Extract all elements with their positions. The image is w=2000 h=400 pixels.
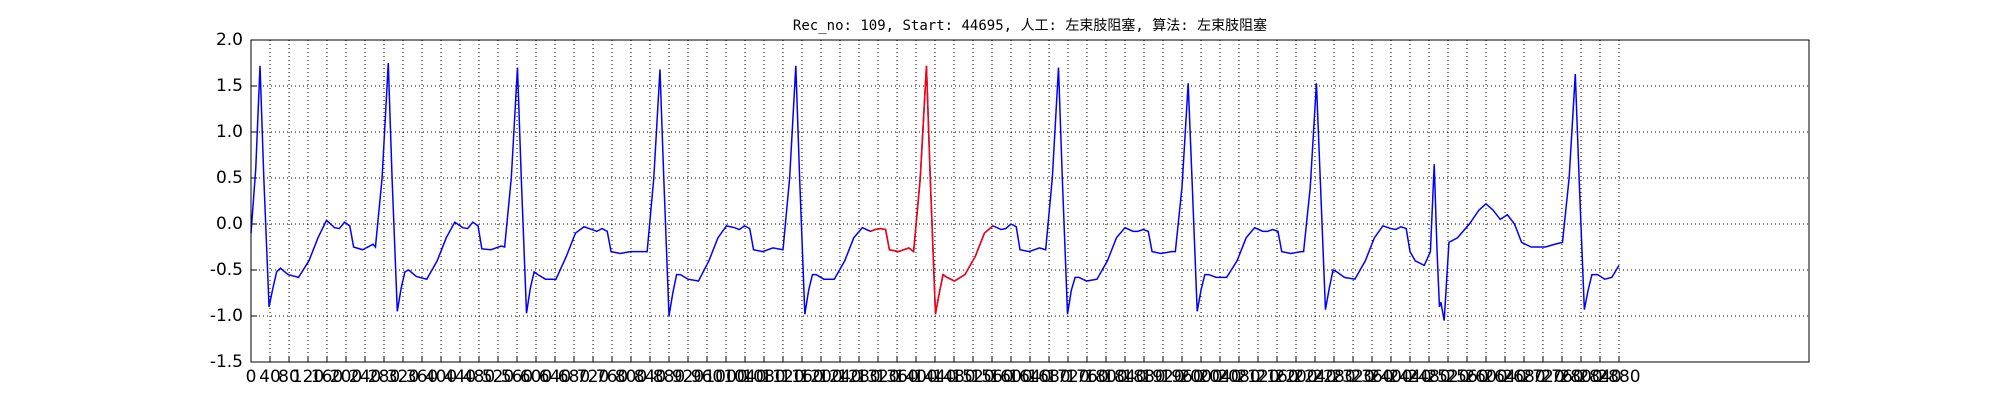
x-tick-label: 1800 — [1084, 367, 1127, 387]
x-tick-label: 1400 — [894, 367, 937, 387]
x-tick-label: 600 — [520, 367, 552, 387]
x-tick-label: 1880 — [1122, 367, 1165, 387]
x-tick-label: 2840 — [1578, 367, 1621, 387]
x-tick-label: 2080 — [1217, 367, 1260, 387]
x-tick-label: 800 — [615, 367, 647, 387]
x-tick-label: 2800 — [1559, 367, 1602, 387]
plot-frame — [250, 39, 1810, 363]
x-tick-label: 1200 — [799, 367, 842, 387]
y-tick-label: 0.0 — [216, 214, 243, 234]
y-tick-label: 1.5 — [216, 76, 243, 96]
x-tick-label: 2400 — [1369, 367, 1412, 387]
y-tick-label: 0.5 — [216, 168, 243, 188]
x-tick-label: 1120 — [761, 367, 804, 387]
x-tick-label: 2640 — [1483, 367, 1526, 387]
x-tick-label: 1920 — [1141, 367, 1184, 387]
x-tick-label: 1760 — [1065, 367, 1108, 387]
x-tick-label: 320 — [387, 367, 419, 387]
y-tick-label: -1.0 — [210, 306, 243, 326]
x-tick-label: 40 — [259, 367, 281, 387]
x-tick-label: 920 — [672, 367, 704, 387]
x-tick-label: 2680 — [1502, 367, 1545, 387]
chart-title: Rec_no: 109, Start: 44695, 人工: 左束肢阻塞, 算法… — [793, 17, 1267, 34]
y-tick-label: 2.0 — [216, 30, 243, 50]
x-tick-label: 2440 — [1388, 367, 1431, 387]
x-tick-label: 120 — [292, 367, 324, 387]
x-tick-label: 2040 — [1198, 367, 1241, 387]
ecg-line — [250, 62, 1620, 321]
x-tick-label: 1440 — [913, 367, 956, 387]
x-tick-label: 280 — [368, 367, 400, 387]
x-tick-label: 2760 — [1540, 367, 1583, 387]
x-tick-label: 960 — [691, 367, 723, 387]
x-tick-label: 2280 — [1312, 367, 1355, 387]
x-tick-label: 1480 — [932, 367, 975, 387]
x-tick-label: 2520 — [1426, 367, 1469, 387]
x-tick-label: 520 — [482, 367, 514, 387]
x-tick-label: 2480 — [1407, 367, 1450, 387]
x-tick-label: 160 — [311, 367, 343, 387]
x-tick-label: 2560 — [1445, 367, 1488, 387]
x-tick-label: 1560 — [970, 367, 1013, 387]
x-tick-label: 1680 — [1027, 367, 1070, 387]
x-tick-label: 2720 — [1521, 367, 1564, 387]
x-tick-label: 2240 — [1293, 367, 1336, 387]
x-tick-label: 0 — [246, 367, 257, 387]
y-tick-label: -1.5 — [210, 352, 243, 372]
x-tick-label: 1160 — [780, 367, 823, 387]
x-tick-label: 200 — [330, 367, 362, 387]
x-tick-label: 2600 — [1464, 367, 1507, 387]
x-tick-label: 560 — [501, 367, 533, 387]
x-tick-label: 720 — [577, 367, 609, 387]
x-tick-label: 2160 — [1255, 367, 1298, 387]
x-tick-label: 1720 — [1046, 367, 1089, 387]
x-tick-label: 1840 — [1103, 367, 1146, 387]
x-tick-label: 480 — [463, 367, 495, 387]
x-tick-label: 360 — [406, 367, 438, 387]
x-tick-label: 680 — [558, 367, 590, 387]
x-tick-label: 2360 — [1350, 367, 1393, 387]
x-tick-label: 840 — [634, 367, 666, 387]
x-tick-label: 880 — [653, 367, 685, 387]
x-tick-label: 1240 — [818, 367, 861, 387]
x-tick-label: 1960 — [1160, 367, 1203, 387]
x-tick-label: 80 — [278, 367, 300, 387]
x-tick-label: 2200 — [1274, 367, 1317, 387]
x-tick-label: 2120 — [1236, 367, 1279, 387]
x-tick-label: 440 — [444, 367, 476, 387]
x-tick-label: 2320 — [1331, 367, 1374, 387]
x-tick-label: 1600 — [989, 367, 1032, 387]
x-tick-label: 240 — [349, 367, 381, 387]
x-tick-label: 1040 — [723, 367, 766, 387]
x-tick-label: 1320 — [856, 367, 899, 387]
y-tick-label: 1.0 — [216, 122, 243, 142]
y-tick-label: -0.5 — [210, 260, 243, 280]
x-tick-label: 2000 — [1179, 367, 1222, 387]
x-tick-label: 760 — [596, 367, 628, 387]
x-tick-label: 1280 — [837, 367, 880, 387]
x-tick-label: 1360 — [875, 367, 918, 387]
x-tick-label: 1080 — [742, 367, 785, 387]
x-tick-label: 2880 — [1597, 367, 1640, 387]
x-tick-label: 400 — [425, 367, 457, 387]
x-tick-label: 640 — [539, 367, 571, 387]
x-tick-label: 1640 — [1008, 367, 1051, 387]
x-tick-label: 1520 — [951, 367, 994, 387]
x-tick-label: 1000 — [704, 367, 747, 387]
ecg-line — [870, 65, 994, 315]
